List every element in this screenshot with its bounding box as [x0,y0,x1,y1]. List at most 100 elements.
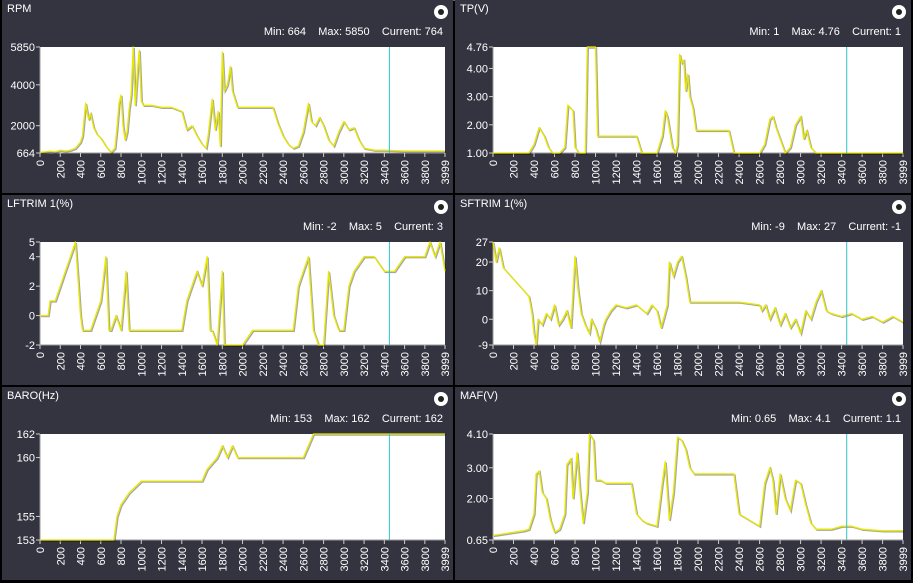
y-tick-label: 0 [482,314,488,326]
x-tick-label: 1600 [197,352,209,376]
x-tick-label: 3999 [898,160,910,184]
x-tick-label: 400 [529,547,541,565]
x-tick-label: 2800 [775,352,787,376]
x-tick-label: 2400 [734,352,746,376]
y-tick-label: 2 [29,281,35,293]
y-tick-label: 10 [476,286,488,298]
x-tick-label: 3000 [796,352,808,376]
x-tick-label: 2400 [278,160,290,184]
x-tick-label: 2400 [278,352,290,376]
x-tick-label: 1400 [632,160,644,184]
x-tick-label: 1200 [611,547,623,571]
stats-readout: Min: -9 Max: 27 Current: -1 [751,221,901,233]
x-tick-label: 3800 [420,160,432,184]
series-line [40,433,445,541]
x-tick-label: 3999 [440,547,452,571]
settings-button[interactable] [434,200,448,214]
chart-title: RPM [7,3,32,15]
x-tick-label: 800 [570,160,582,178]
x-tick-label: 0 [488,160,500,166]
y-tick-label: -2 [25,340,35,352]
x-tick-label: 800 [570,352,582,370]
y-tick-label: -9 [478,340,488,352]
y-tick-label: 664 [17,148,35,160]
x-tick-label: 1200 [611,352,623,376]
line-chart: 0.65 2.00 3.00 4.10 0 200 400 600 800 1000 1200 140… [467,429,910,571]
x-tick-label: 2600 [298,352,310,376]
x-tick-label: 3800 [420,352,432,376]
x-tick-label: 2600 [298,547,310,571]
x-tick-label: 3800 [878,547,890,571]
x-tick-label: 1200 [157,160,169,184]
settings-button[interactable] [892,5,906,19]
x-tick-label: 1600 [652,352,664,376]
x-tick-label: 200 [509,547,521,565]
chart-panel-0: RPM Min: 664 Max: 5850 Current: 764 664 200… [2,0,453,193]
x-tick-label: 1400 [632,547,644,571]
y-tick-label: 2000 [11,121,35,133]
x-tick-label: 3999 [898,547,910,571]
x-tick-label: 200 [509,352,521,370]
y-tick-label: 162 [17,429,35,441]
y-tick-label: 3.00 [467,92,488,104]
x-tick-label: 1000 [136,160,148,184]
x-tick-label: 3800 [878,160,890,184]
x-tick-label: 2200 [258,352,270,376]
stats-readout: Min: 153 Max: 162 Current: 162 [269,413,443,425]
line-chart: 664 2000 4000 5850 0 200 400 600 800 1000 1200 1400… [11,42,452,184]
x-tick-label: 3600 [857,547,869,571]
y-tick-label: 5 [29,237,35,249]
x-tick-label: 2800 [319,352,331,376]
x-tick-label: 3400 [837,160,849,184]
x-tick-label: 3400 [379,547,391,571]
x-tick-label: 2400 [278,547,290,571]
y-tick-label: 5850 [11,42,35,54]
line-chart: 1.00 2.00 3.00 4.00 4.76 0 200 400 600 800 1000 120… [467,42,910,184]
x-tick-label: 3600 [400,352,412,376]
x-tick-label: 600 [96,547,108,565]
x-tick-label: 3000 [339,160,351,184]
chart-title: BARO(Hz) [7,390,59,402]
x-tick-label: 400 [76,160,88,178]
x-tick-label: 400 [76,547,88,565]
x-tick-label: 2800 [319,547,331,571]
x-tick-label: 0 [35,547,47,553]
x-tick-label: 1400 [177,352,189,376]
x-tick-label: 3200 [359,547,371,571]
y-tick-label: 0 [29,311,35,323]
x-tick-label: 2200 [714,160,726,184]
x-tick-label: 1600 [197,547,209,571]
chart-panel-3: SFTRIM 1(%) Min: -9 Max: 27 Current: -1 -9… [455,195,911,385]
chart-panel-5: MAF(V) Min: 0.65 Max: 4.1 Current: 1.1 0.6… [455,387,911,580]
y-tick-label: 155 [17,511,35,523]
x-tick-label: 3600 [400,160,412,184]
x-tick-label: 600 [550,160,562,178]
settings-button[interactable] [892,392,906,406]
y-tick-label: 160 [17,453,35,465]
y-tick-label: 0.65 [467,535,488,547]
stats-readout: Min: 0.65 Max: 4.1 Current: 1.1 [731,413,901,425]
settings-button[interactable] [892,200,906,214]
x-tick-label: 1800 [673,160,685,184]
x-tick-label: 3999 [440,160,452,184]
x-tick-label: 0 [35,352,47,358]
x-tick-label: 1600 [652,547,664,571]
y-tick-label: 4.00 [467,63,488,75]
settings-button[interactable] [434,5,448,19]
x-tick-label: 1200 [157,352,169,376]
x-tick-label: 3000 [339,547,351,571]
plot-area [493,434,903,540]
x-tick-label: 600 [550,352,562,370]
settings-button[interactable] [434,392,448,406]
x-tick-label: 2000 [693,352,705,376]
x-tick-label: 3000 [339,352,351,376]
stats-readout: Min: 1 Max: 4.76 Current: 1 [749,26,901,38]
x-tick-label: 200 [55,352,67,370]
y-tick-label: 3.00 [467,463,488,475]
line-chart: 153 155 160 162 0 200 400 600 800 1000 1200 1400 160… [17,429,452,571]
x-tick-label: 2600 [755,160,767,184]
x-tick-label: 2000 [693,160,705,184]
plot-area [493,242,903,345]
series-line [39,46,445,153]
